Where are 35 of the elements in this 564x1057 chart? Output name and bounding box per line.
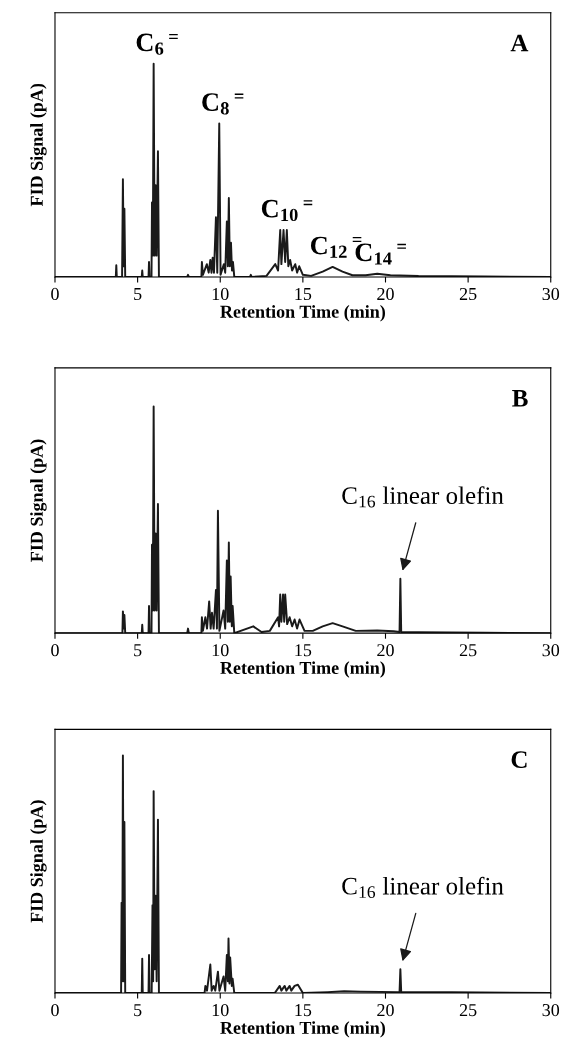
text: A xyxy=(510,34,529,52)
x-tick-label: 5 xyxy=(134,644,142,657)
x-tick-label: 15 xyxy=(295,287,312,301)
x-tick-label: 30 xyxy=(542,287,560,301)
x-tick-label: 25 xyxy=(459,287,477,301)
x-tick-label: 10 xyxy=(212,644,229,657)
x-tick-label: 30 xyxy=(542,1003,560,1017)
x-tick-label: 15 xyxy=(295,1004,312,1017)
x-axis-title: Retention Time (min) xyxy=(220,305,385,322)
x-tick-label: 10 xyxy=(212,1003,229,1017)
annotation: C$_{8}$$^{=}$ xyxy=(202,93,244,115)
x-tick-label: 20 xyxy=(377,1003,394,1017)
x-tick-label: 30 xyxy=(542,644,560,657)
annotation: C$_{6}$$^{=}$ xyxy=(136,33,178,55)
annotation: C$_{10}$$^{=}$ xyxy=(261,199,313,222)
y-axis-title: FID Signal (pA) xyxy=(30,439,47,562)
x-tick-label: 25 xyxy=(459,1004,477,1017)
x-tick-label: 20 xyxy=(377,644,394,657)
annotation: C$_{16}$ linear olefin xyxy=(342,486,504,508)
x-tick-label: 25 xyxy=(459,644,477,657)
x-tick-label: 5 xyxy=(134,288,142,301)
x-tick-label: 0 xyxy=(51,287,59,301)
x-tick-label: 0 xyxy=(51,1003,59,1017)
x-tick-label: 15 xyxy=(295,644,312,657)
x-axis-title: Retention Time (min) xyxy=(220,1021,385,1038)
x-axis-title: Retention Time (min) xyxy=(220,661,385,678)
annotation: C xyxy=(511,751,527,769)
x-tick-label: 10 xyxy=(212,287,229,301)
x-tick-label: 20 xyxy=(377,287,394,301)
y-axis-title: FID Signal (pA) xyxy=(30,800,47,923)
y-axis-title: FID Signal (pA) xyxy=(30,83,47,207)
x-tick-label: 0 xyxy=(51,644,59,657)
annotation: B xyxy=(512,390,528,407)
annotation: C$_{16}$ linear olefin xyxy=(342,876,504,898)
x-tick-label: 5 xyxy=(134,1004,142,1017)
